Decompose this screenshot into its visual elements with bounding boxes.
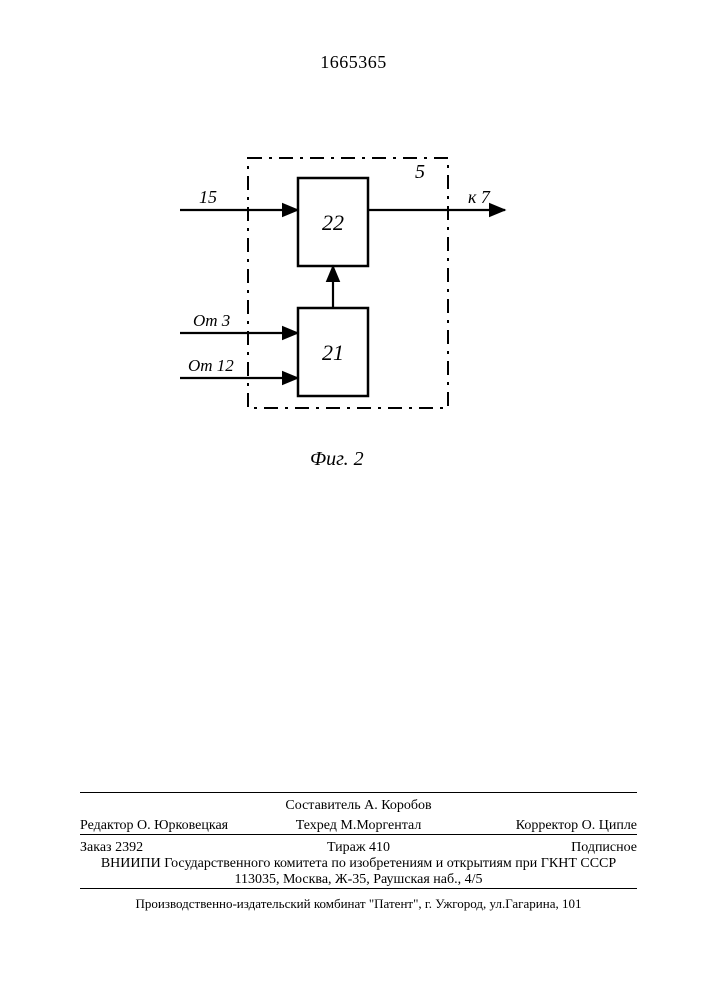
- label-in-ot12: От 12: [188, 356, 234, 375]
- label-in-15: 15: [199, 187, 217, 207]
- rule-1: [80, 792, 637, 793]
- rule-3: [80, 888, 637, 889]
- corrector-name: О. Ципле: [582, 818, 637, 833]
- label-out-k7: к 7: [468, 187, 491, 207]
- figure-caption: Фиг. 2: [310, 448, 364, 471]
- techred-name: М.Моргентал: [340, 818, 421, 833]
- compiler-line: Составитель А. Коробов: [266, 798, 452, 814]
- compiler-label: Составитель: [285, 798, 360, 813]
- order: Заказ 2392: [80, 840, 266, 856]
- compiler-name: А. Коробов: [364, 798, 431, 813]
- footer-row: Заказ 2392 Тираж 410 Подписное: [80, 838, 637, 858]
- block-21-label: 21: [322, 340, 344, 365]
- credits-block: Составитель А. Коробов Редактор О. Юрков…: [80, 796, 637, 836]
- corrector-line: Корректор О. Ципле: [451, 818, 637, 834]
- org-line-1: ВНИИПИ Государственного комитета по изоб…: [80, 856, 637, 872]
- publisher-org: ВНИИПИ Государственного комитета по изоб…: [80, 856, 637, 888]
- colophon: Производственно-издательский комбинат "П…: [80, 896, 637, 912]
- label-in-ot3: От 3: [193, 311, 230, 330]
- org-line-2: 113035, Москва, Ж-35, Раушская наб., 4/5: [80, 872, 637, 888]
- editor-name: О. Юрковецкая: [137, 818, 228, 833]
- tirage-label: Тираж: [327, 840, 366, 855]
- module-label: 5: [415, 161, 425, 183]
- figure-2-diagram: 5 22 21 15 к 7 От 3 От 12: [0, 0, 707, 500]
- order-no: 2392: [115, 840, 143, 855]
- block-22-label: 22: [322, 210, 344, 235]
- subscription: Подписное: [451, 840, 637, 856]
- module-boundary: [248, 158, 448, 408]
- tirage-no: 410: [369, 840, 390, 855]
- order-label: Заказ: [80, 840, 112, 855]
- tirage: Тираж 410: [266, 840, 452, 856]
- corrector-label: Корректор: [516, 818, 578, 833]
- techred-label: Техред: [296, 818, 337, 833]
- page: { "document_number": "1665365", "figure"…: [0, 0, 707, 1000]
- editor-line: Редактор О. Юрковецкая: [80, 818, 266, 834]
- editor-label: Редактор: [80, 818, 134, 833]
- techred-line: Техред М.Моргентал: [266, 818, 452, 834]
